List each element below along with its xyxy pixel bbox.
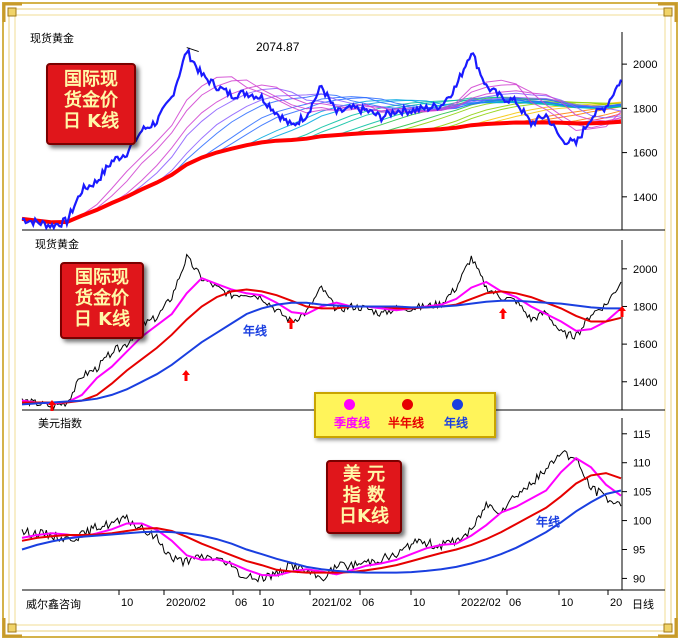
xtick-label: 20 [610, 597, 622, 609]
panel-2-quarter-ma-line [21, 456, 622, 577]
xtick-label: 10 [262, 597, 274, 609]
xtick-label: 2021/02 [312, 597, 352, 609]
middle-badge-line-1: 国际现 [75, 267, 129, 288]
xtick-label: 06 [235, 597, 247, 609]
middle-year-line-label: 年线 [243, 324, 268, 338]
top-panel-label: 现货黄金 [30, 32, 74, 45]
panel-0-ytick-label: 1800 [633, 103, 657, 115]
legend-year-label: 年线 [444, 416, 469, 430]
xtick-label: 2022/02 [461, 597, 501, 609]
panel-2-ytick-label: 90 [633, 573, 645, 585]
panel-2-ytick-label: 95 [633, 545, 645, 557]
legend-half-year-label: 半年线 [388, 416, 425, 430]
bottom-year-line-label: 年线 [536, 515, 561, 529]
bottom-badge-line-2: 指 数 [342, 485, 386, 507]
quarter-dot-icon [344, 399, 355, 410]
bottom-badge-line-1: 美 元 [342, 464, 386, 485]
half-year-dot-icon [402, 399, 413, 410]
panel-2-year-ma-line [21, 489, 622, 574]
peak-pointer [186, 47, 199, 52]
xtick-label: 10 [561, 597, 573, 609]
panel-1-ytick-label: 1600 [633, 339, 657, 351]
xtick-label: 2020/02 [166, 597, 206, 609]
panel-2-daily-price-line [21, 449, 622, 583]
xtick-label: 06 [362, 597, 374, 609]
top-badge-line-3: 日 K线 [62, 111, 120, 133]
gold-ma-fan-line [21, 79, 622, 223]
middle-badge: 国际现 货金价 日 K线 [60, 262, 144, 339]
bottom-panel-label: 美元指数 [38, 417, 82, 430]
panel-0-ytick-label: 1600 [633, 148, 657, 160]
bottom-badge: 美 元 指 数 日K线 [326, 460, 402, 534]
panel-2-ytick-label: 105 [633, 487, 651, 499]
panel-1-ytick-label: 1800 [633, 301, 657, 313]
peak-label: 2074.87 [256, 40, 300, 54]
up-arrow-icon [499, 308, 507, 319]
middle-panel-label: 现货黄金 [35, 238, 79, 251]
panel-1-half-year-ma-line [22, 288, 622, 404]
panel-2-half-year-ma-line [21, 472, 622, 574]
period-label: 日线 [632, 598, 654, 611]
corner-ornament-bottom-left [0, 614, 26, 640]
panel-2-ytick-label: 110 [633, 458, 651, 470]
panel-2-ytick-label: 115 [633, 429, 651, 441]
legend-quarter-label: 季度线 [334, 416, 371, 430]
middle-badge-line-3: 日 K线 [73, 309, 131, 331]
panel-0-ytick-label: 1400 [633, 192, 657, 204]
panel-0-ytick-label: 2000 [633, 59, 657, 71]
ma-legend: 季度线 半年线 年线 [314, 392, 496, 438]
xtick-label: 10 [413, 597, 425, 609]
corner-ornament-top-right [654, 0, 680, 26]
panel-1-daily-price-line [21, 253, 622, 410]
panel-1-ytick-label: 2000 [633, 264, 657, 276]
panel-1-year-ma-line [21, 299, 621, 406]
gold-long-ma-line [21, 119, 622, 225]
up-arrow-icon [48, 400, 56, 411]
corner-ornament-bottom-right [654, 614, 680, 640]
top-badge: 国际现 货金价 日 K线 [46, 63, 136, 145]
xtick-label: 06 [509, 597, 521, 609]
top-badge-line-2: 货金价 [64, 90, 118, 112]
xtick-label: 10 [121, 597, 133, 609]
up-arrow-icon [287, 318, 295, 329]
top-badge-line-1: 国际现 [64, 69, 118, 90]
corner-ornament-top-left [0, 0, 26, 26]
year-dot-icon [452, 399, 463, 410]
panel-2-ytick-label: 100 [633, 516, 651, 528]
bottom-badge-line-3: 日K线 [339, 506, 389, 528]
middle-badge-line-2: 货金价 [75, 288, 129, 310]
source-label: 威尔鑫咨询 [26, 598, 81, 611]
gold-ma-fan-line [21, 76, 622, 223]
panel-1-ytick-label: 1400 [633, 377, 657, 389]
up-arrow-icon [182, 370, 190, 381]
up-arrow-icon [618, 306, 626, 317]
gold-price-line [21, 47, 623, 231]
